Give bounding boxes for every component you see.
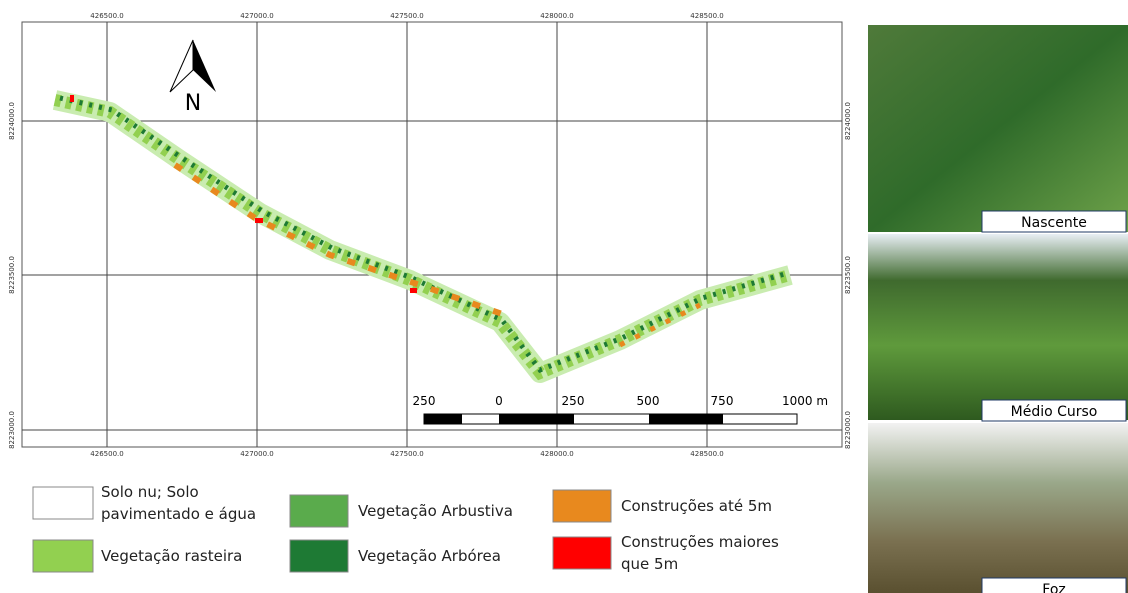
stream-map — [52, 90, 793, 383]
north-label: N — [185, 91, 201, 116]
photo-caption: Nascente — [1021, 215, 1087, 231]
legend-swatch — [289, 539, 349, 573]
photo-caption-box — [981, 399, 1127, 422]
y-coord-label: 8223500.0 — [844, 256, 852, 294]
x-coord-label: 427500.0 — [390, 12, 423, 20]
scale-label: 500 — [637, 394, 660, 408]
photos: Nascente Médio Curso Foz — [868, 25, 1128, 593]
legend-label: Solo nu; Solo — [101, 483, 199, 501]
legend-swatch — [32, 486, 94, 520]
y-coord-label: 8223000.0 — [8, 411, 16, 449]
x-coord-label: 427500.0 — [390, 450, 423, 458]
legend-label: Vegetação Arbustiva — [358, 502, 513, 520]
x-coord-label: 428000.0 — [540, 450, 573, 458]
scale-label: 1000 m — [782, 394, 828, 408]
grid: 426500.0 426500.0 427000.0 427000.0 427500.0… — [8, 12, 852, 458]
photo-caption-box — [981, 577, 1127, 593]
scale-bar-segment — [424, 414, 462, 424]
x-coord-label: 426500.0 — [90, 450, 123, 458]
legend: Solo nu; Solo pavimentado e água Vegetação… — [32, 483, 779, 573]
x-coord-label: 428000.0 — [540, 12, 573, 20]
scale-label: 250 — [562, 394, 585, 408]
y-coord-label: 8223000.0 — [844, 411, 852, 449]
scale-label: 0 — [495, 394, 503, 408]
legend-label: Vegetação rasteira — [101, 547, 242, 565]
legend-label: Construções até 5m — [621, 497, 772, 515]
legend-swatch — [552, 489, 612, 523]
y-coord-label: 8223500.0 — [8, 256, 16, 294]
scale-bar-outline — [423, 413, 798, 425]
legend-swatch — [32, 539, 94, 573]
map-frame — [21, 21, 843, 448]
legend-label: pavimentado e água — [101, 505, 256, 523]
legend-label: Vegetação Arbórea — [358, 547, 501, 565]
legend-swatch — [289, 494, 349, 528]
legend-label: Construções maiores — [621, 533, 779, 551]
north-arrow: N — [169, 39, 216, 116]
scale-bar: 250 0 250 500 750 1000 m — [413, 394, 828, 425]
scale-label: 750 — [711, 394, 734, 408]
legend-label: que 5m — [621, 555, 678, 573]
y-coord-label: 8224000.0 — [8, 102, 16, 140]
scale-label: 250 — [413, 394, 436, 408]
photo-caption: Médio Curso — [1011, 404, 1098, 420]
legend-swatch — [552, 536, 612, 570]
x-coord-label: 428500.0 — [690, 12, 723, 20]
photo-caption: Foz — [1042, 582, 1065, 593]
y-coord-label: 8224000.0 — [844, 102, 852, 140]
x-coord-label: 428500.0 — [690, 450, 723, 458]
scale-bar-segment — [499, 414, 574, 424]
x-coord-label: 426500.0 — [90, 12, 123, 20]
scale-bar-segment — [649, 414, 723, 424]
x-coord-label: 427000.0 — [240, 450, 273, 458]
photo-caption-box — [981, 210, 1127, 233]
x-coord-label: 427000.0 — [240, 12, 273, 20]
